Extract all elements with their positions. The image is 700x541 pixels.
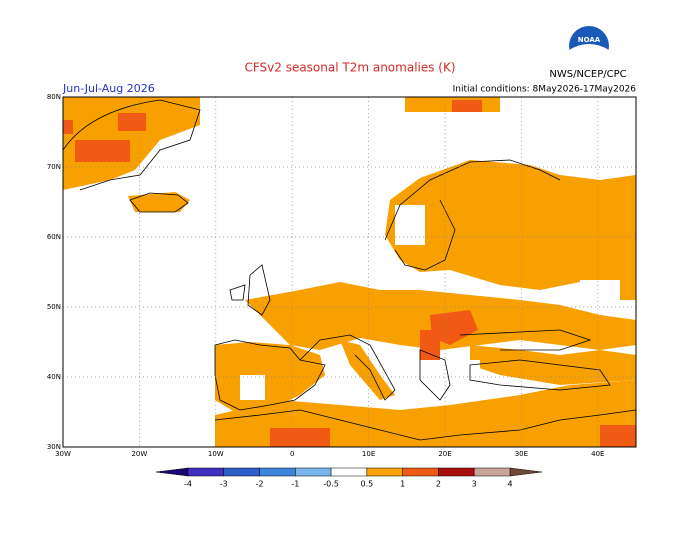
colorbar-label: -4 [184, 480, 192, 489]
colorbar-segment [402, 467, 439, 477]
y-tick-label: 40N [47, 373, 61, 381]
x-tick-label: 0 [290, 450, 294, 458]
colorbar-label: 0.5 [361, 480, 374, 489]
initial-conditions: Initial conditions: 8May2026-17May2026 [453, 85, 637, 95]
coastlines [63, 99, 636, 441]
period: Jun-Jul-Aug 2026 [62, 82, 155, 95]
colorbar-under [155, 467, 189, 477]
x-tick-label: 40E [591, 450, 604, 458]
noaa-logo: NOAA [569, 26, 609, 70]
colorbar-over [509, 467, 543, 477]
colorbar-segment [223, 467, 260, 477]
colorbar-label: -1 [291, 480, 299, 489]
y-tick-label: 30N [47, 443, 61, 451]
colorbar-segment [259, 467, 296, 477]
colorbar-segment [330, 467, 368, 477]
colorbar-label: 2 [436, 480, 441, 489]
colorbar-segment [187, 467, 225, 477]
colorbar-segment [295, 467, 332, 477]
colorbar-label: 4 [507, 480, 512, 489]
chart-title: CFSv2 seasonal T2m anomalies (K) [244, 61, 455, 75]
x-tick-label: 20W [131, 450, 147, 458]
y-tick-label: 80N [47, 93, 61, 101]
colorbar-label: 1 [400, 480, 405, 489]
colorbar-segment [473, 467, 511, 477]
colorbar-label: -3 [220, 480, 228, 489]
map [63, 97, 636, 447]
x-tick-label: 30W [55, 450, 71, 458]
colorbar-label: 3 [472, 480, 477, 489]
colorbar-label: -0.5 [323, 480, 339, 489]
y-tick-label: 50N [47, 303, 61, 311]
source: NWS/NCEP/CPC [549, 69, 626, 80]
anomaly-fill-strong [63, 100, 636, 447]
x-tick-label: 10E [362, 450, 375, 458]
colorbar-segment [438, 467, 475, 477]
y-tick-label: 60N [47, 233, 61, 241]
colorbar-label: -2 [256, 480, 264, 489]
x-tick-label: 30E [515, 450, 528, 458]
colorbar-segment [366, 467, 403, 477]
y-tick-label: 70N [47, 163, 61, 171]
x-tick-label: 10W [208, 450, 224, 458]
map-frame [62, 96, 637, 448]
logo-text: NOAA [578, 36, 601, 44]
x-tick-label: 20E [438, 450, 451, 458]
